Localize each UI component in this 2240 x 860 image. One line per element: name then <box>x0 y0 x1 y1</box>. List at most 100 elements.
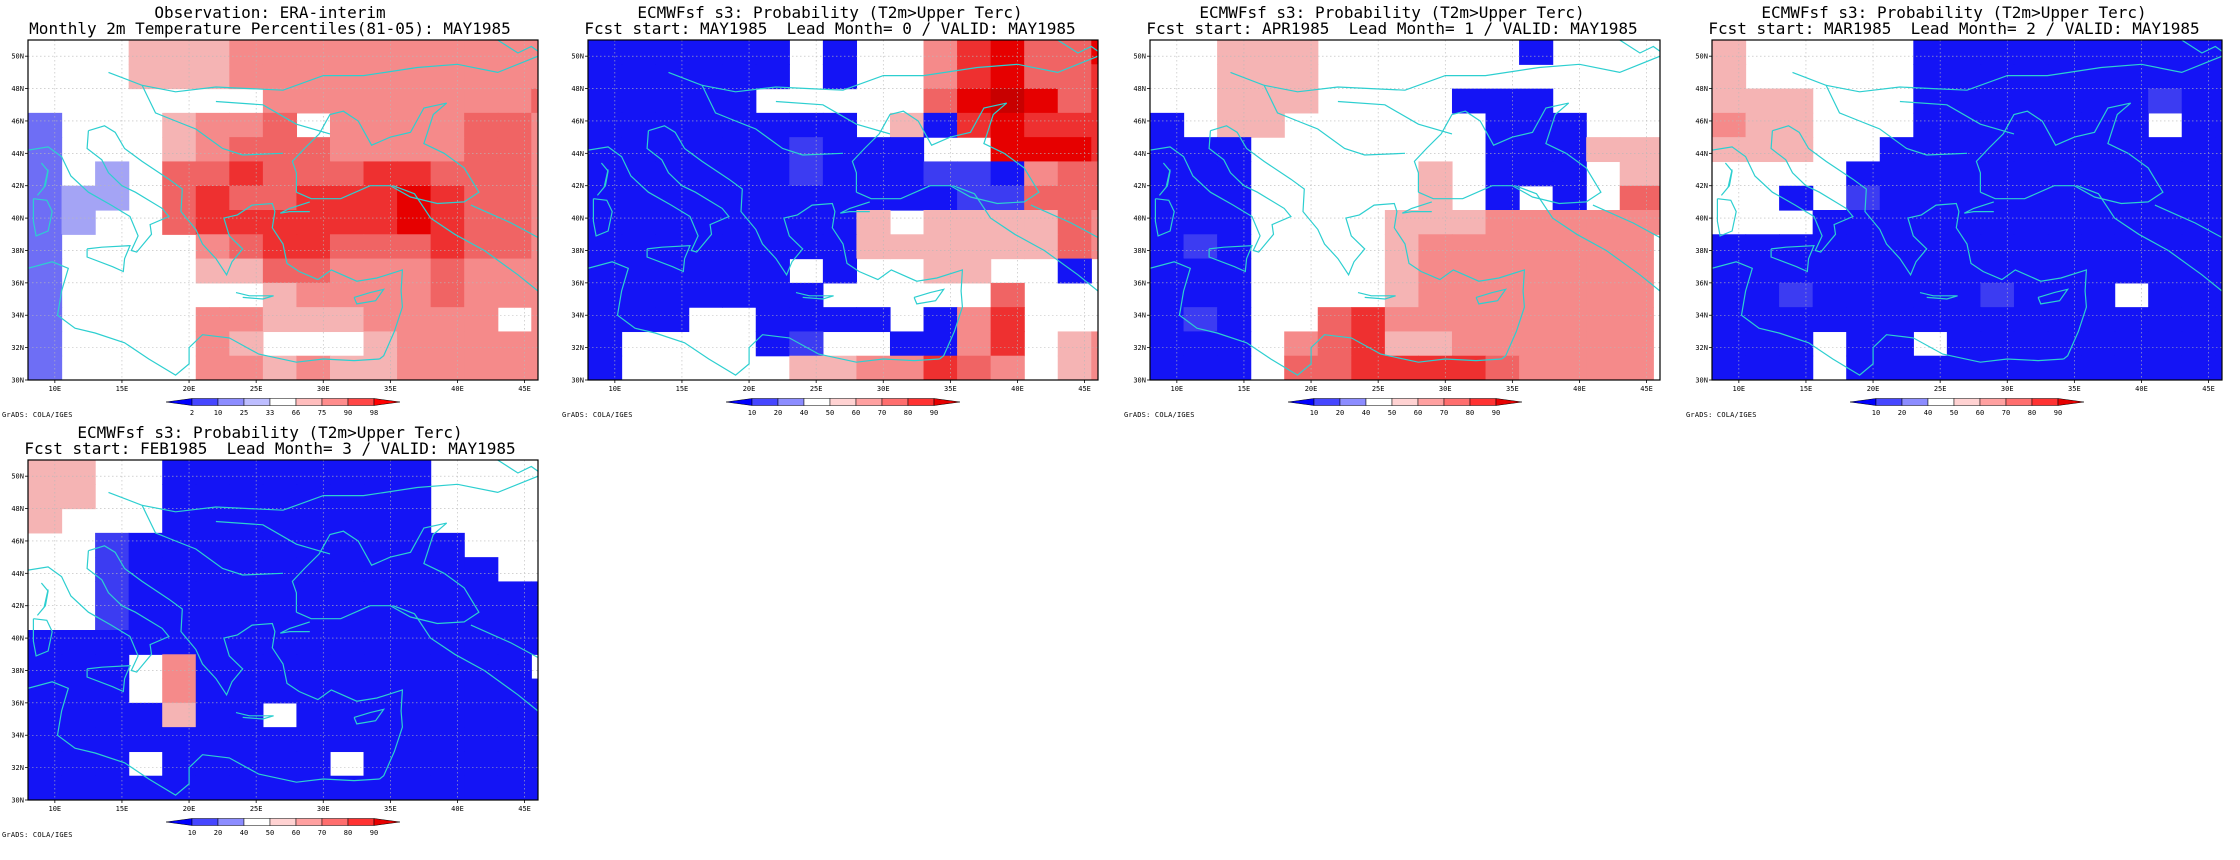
colorbar-label: 10 <box>188 829 196 837</box>
coastline <box>88 545 404 780</box>
grid-cell <box>296 64 331 90</box>
grid-cell <box>262 751 298 777</box>
grid-cell <box>1183 355 1218 380</box>
lon-tick-label: 10E <box>1171 385 1184 393</box>
grid-cell <box>1586 210 1621 235</box>
coastline <box>1772 125 2088 360</box>
coastline <box>392 605 538 712</box>
grid-cell <box>990 88 1025 114</box>
grid-cell <box>262 775 298 800</box>
lat-tick-label: 46N <box>11 117 24 125</box>
grid-cell <box>1451 88 1487 114</box>
colorbar-label: 70 <box>318 829 326 837</box>
grid-cell <box>1552 307 1587 333</box>
grid-cell <box>497 258 532 284</box>
coastline <box>2076 185 2222 292</box>
grid-cell <box>397 630 432 655</box>
colorbar-label: 90 <box>2054 409 2062 417</box>
grid-cell <box>655 161 690 187</box>
lat-tick-label: 42N <box>11 602 24 610</box>
colorbar-legend: 10 20 40 50 60 70 80 90 <box>1849 398 2085 417</box>
grid-cell <box>1779 137 1814 163</box>
grid-cell <box>588 234 623 260</box>
grid-cell <box>329 137 365 163</box>
grid-cell <box>28 282 63 308</box>
grid-cell <box>1351 355 1386 380</box>
grid-cell <box>61 185 96 211</box>
grid-cell <box>2148 40 2183 65</box>
colorbar-label: 25 <box>240 409 248 417</box>
grid-cell <box>1913 307 1948 333</box>
grid-cell <box>588 40 623 65</box>
colorbar-arrow-low <box>165 398 193 406</box>
grid-cell <box>1712 234 1747 260</box>
grid-cell <box>1846 282 1881 308</box>
grid-cell <box>588 282 623 308</box>
grid-cell <box>923 64 958 90</box>
grid-cell <box>229 508 264 534</box>
grid-cell <box>1217 355 1252 380</box>
grid-cell <box>262 307 298 333</box>
grid-cell <box>2114 234 2149 260</box>
colorbar-segment <box>191 398 219 406</box>
coastline <box>2221 145 2222 146</box>
lat-tick-label: 42N <box>1133 182 1146 190</box>
lat-tick-label: 36N <box>11 699 24 707</box>
grid-cell <box>1619 282 1654 308</box>
grid-cell <box>95 557 130 583</box>
grid-cell <box>229 185 264 211</box>
grid-cell <box>162 581 197 607</box>
grid-cell <box>1653 137 1660 163</box>
grid-cell <box>1024 112 1059 138</box>
grid-cell <box>195 112 230 138</box>
grid-cell <box>28 775 63 800</box>
grid-cell <box>262 64 298 90</box>
grid-cell <box>1913 64 1948 90</box>
grid-cell <box>722 64 757 90</box>
panel-subtitle: Fcst start: APR1985 Lead Month= 1 / VALI… <box>1146 19 1638 38</box>
grid-cell <box>61 775 96 800</box>
grid-cell <box>722 282 757 308</box>
grid-cell <box>229 581 264 607</box>
lat-tick-label: 30N <box>571 377 584 385</box>
grid-cell <box>329 460 365 485</box>
grid-cell <box>195 581 230 607</box>
grid-cell <box>430 307 465 333</box>
lat-tick-label: 32N <box>571 344 584 352</box>
grid-cell <box>2181 282 2216 308</box>
grid-cell <box>2081 331 2116 357</box>
coastline <box>36 162 49 196</box>
grid-cell <box>1451 331 1487 357</box>
grid-cell <box>1653 185 1660 211</box>
grid-cell <box>1451 234 1487 260</box>
map-axes: 10E 15E 20E 25E 30E 35E 40E 45E 30N 32N 34N 36N 38N 4… <box>11 53 531 393</box>
grid-cell <box>1980 258 2015 284</box>
panel-subtitle: Fcst start: MAR1985 Lead Month= 2 / VALI… <box>1708 19 2200 38</box>
colorbar-label: 2 <box>190 409 194 417</box>
grid-cell <box>1745 355 1780 380</box>
lat-tick-label: 50N <box>571 53 584 61</box>
coastline <box>291 522 480 625</box>
grid-cell <box>1913 258 1948 284</box>
grid-cell <box>1150 282 1185 308</box>
coastline <box>86 664 131 693</box>
grid-cell <box>822 112 858 138</box>
map-plot: 10E 15E 20E 25E 30E 35E 40E 45E 30N 32N 34N 36N 38N 4… <box>11 39 539 417</box>
grid-cell <box>28 508 63 534</box>
grid-cell <box>464 64 499 90</box>
grid-cell <box>2114 64 2149 90</box>
grid-cell <box>2215 355 2222 380</box>
grid-cell <box>28 484 63 510</box>
grid-cell <box>531 307 538 333</box>
grid-cell <box>464 630 499 655</box>
grid-cell <box>957 355 992 380</box>
grid-cell <box>2081 234 2116 260</box>
grid-cell <box>195 532 230 558</box>
grid-cell <box>1586 137 1621 163</box>
grid-cell <box>621 40 656 65</box>
grid-cell <box>128 630 163 655</box>
grid-cell <box>1913 161 1948 187</box>
grid-cell <box>162 654 197 680</box>
colorbar-segment <box>855 398 883 406</box>
lat-tick-label: 34N <box>1133 312 1146 320</box>
